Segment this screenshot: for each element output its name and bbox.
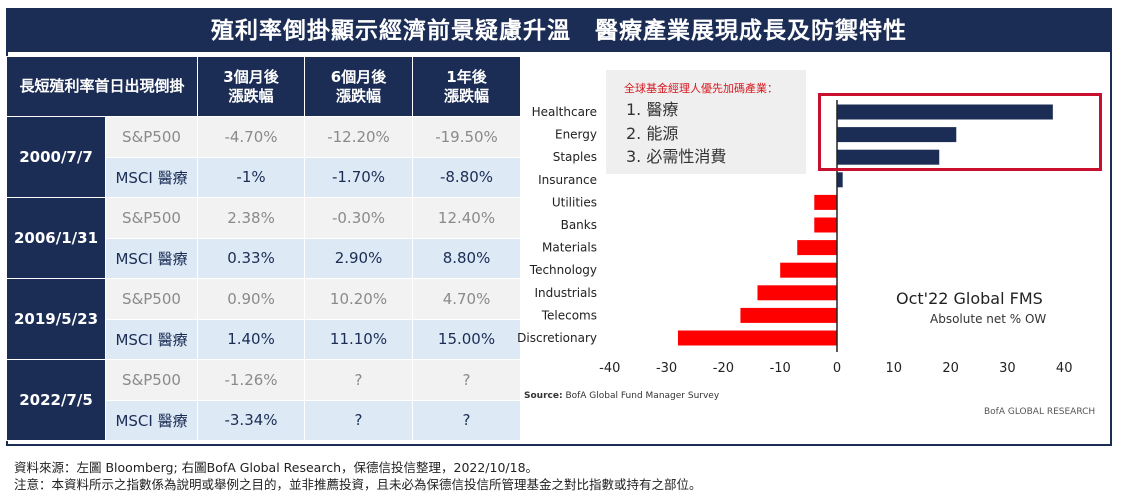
highlight-box <box>818 93 1102 171</box>
table-cell: 11.10% <box>304 318 414 360</box>
x-tick-label: 10 <box>886 361 903 376</box>
table-cell: -3.34% <box>197 399 306 441</box>
category-label: Technology <box>529 263 597 277</box>
table-row: MSCI 醫療 -1% -1.70% -8.80% <box>7 156 522 198</box>
bar-staples <box>837 149 940 165</box>
bar-energy <box>837 127 957 143</box>
table-header-2: 6個月後 漲跌幅 <box>304 56 414 117</box>
legend-item-3: 3. 必需性消費 <box>626 147 727 166</box>
table-cell: 2.38% <box>197 197 306 239</box>
brand-label: BofA GLOBAL RESEARCH <box>984 407 1096 417</box>
bar-banks <box>814 217 837 233</box>
table-cell: ? <box>412 359 522 401</box>
row-date: 2022/7/5 <box>6 359 106 441</box>
source-label: Source: <box>524 391 563 401</box>
category-label: Utilities <box>552 195 597 209</box>
table-cell: -1% <box>197 156 306 198</box>
legend-title: 全球基金經理人優先加碼產業： <box>624 82 778 95</box>
bar-materials <box>797 240 837 256</box>
table-cell: 0.33% <box>197 237 306 279</box>
chart-title: Oct'22 Global FMS <box>896 289 1043 308</box>
category-label: Materials <box>542 241 597 255</box>
x-tick-label: 20 <box>942 361 959 376</box>
table-cell: -4.70% <box>197 116 306 158</box>
table-cell: 1.40% <box>197 318 306 360</box>
table-row: 2022/7/5 S&P500 -1.26%?? <box>6 359 522 441</box>
table-row: MSCI 醫療 0.33% 2.90% 8.80% <box>7 237 522 279</box>
x-tick-label: 40 <box>1056 361 1073 376</box>
legend-item-2: 2. 能源 <box>626 124 679 143</box>
table-cell: -1.26% <box>197 359 306 401</box>
x-tick-label: -30 <box>656 361 677 376</box>
legend-item-1: 1. 醫療 <box>626 100 679 119</box>
table-cell: ? <box>412 399 522 441</box>
table-cell: ? <box>304 359 414 401</box>
category-label: Staples <box>553 150 597 164</box>
footer-source: 資料來源：左圖 Bloomberg; 右圖BofA Global Researc… <box>14 460 539 475</box>
row-date: 2000/7/7 <box>6 116 106 198</box>
x-tick-label: -40 <box>599 361 620 376</box>
table-cell: -1.70% <box>304 156 414 198</box>
category-label: Banks <box>561 218 597 232</box>
table-cell: 15.00% <box>412 318 522 360</box>
x-tick-label: 30 <box>999 361 1016 376</box>
table-cell: ? <box>304 399 414 441</box>
row-date: 2019/5/23 <box>6 278 106 360</box>
row-index-name: S&P500 <box>104 116 199 158</box>
row-index-name: S&P500 <box>104 359 199 401</box>
table-cell: 2.90% <box>304 237 414 279</box>
table-row: MSCI 醫療 1.40% 11.10% 15.00% <box>7 318 522 360</box>
category-label: Telecoms <box>541 308 597 322</box>
category-label: Discretionary <box>518 331 597 345</box>
source-text: BofA Global Fund Manager Survey <box>565 391 720 401</box>
bar-industrials <box>757 285 837 301</box>
table-row: MSCI 醫療 -3.34%?? <box>7 399 522 441</box>
category-label: Insurance <box>538 173 597 187</box>
x-tick-label: -20 <box>713 361 734 376</box>
bar-insurance <box>837 172 843 188</box>
table-row: 2000/7/7 S&P500 -4.70% -12.20% -19.50% <box>6 116 522 198</box>
bar-healthcare <box>837 104 1053 120</box>
table-cell: -19.50% <box>412 116 522 158</box>
table-header-3: 1年後 漲跌幅 <box>412 56 522 117</box>
row-index-name: MSCI 醫療 <box>104 399 199 441</box>
chart-subtitle: Absolute net % OW <box>930 312 1047 326</box>
chart-source: Source: BofA Global Fund Manager Survey <box>524 391 719 401</box>
category-label: Healthcare <box>532 105 597 119</box>
bar-utilities <box>814 194 837 210</box>
row-index-name: S&P500 <box>104 197 199 239</box>
row-index-name: MSCI 醫療 <box>104 318 199 360</box>
row-index-name: S&P500 <box>104 278 199 320</box>
page-title: 殖利率倒掛顯示經濟前景疑慮升溫 醫療產業展現成長及防禦特性 <box>8 10 1110 52</box>
table-cell: 10.20% <box>304 278 414 320</box>
row-index-name: MSCI 醫療 <box>104 237 199 279</box>
bar-discretionary <box>677 330 837 346</box>
table-cell: -12.20% <box>304 116 414 158</box>
fms-bar-chart: Healthcare Energy Staples Insurance Utilitie… <box>518 100 1073 376</box>
bar-telecoms <box>740 307 837 323</box>
table-header-1: 3個月後 漲跌幅 <box>197 56 306 117</box>
table-row: 2006/1/31 S&P500 2.38% -0.30% 12.40% <box>6 197 522 279</box>
table-cell: -8.80% <box>412 156 522 198</box>
table-header-0: 長短殖利率首日出現倒掛 <box>5 56 199 117</box>
table-row: 2019/5/23 S&P500 0.90% 10.20% 4.70% <box>6 278 522 360</box>
table-cell: 8.80% <box>412 237 522 279</box>
row-date: 2006/1/31 <box>6 197 106 279</box>
legend-box <box>606 70 806 174</box>
yield-inversion-table: 長短殖利率首日出現倒掛 3個月後 漲跌幅 6個月後 漲跌幅 1年後 漲跌幅 2000/7/7… <box>5 56 522 441</box>
footer-note: 注意：本資料所示之指數係為說明或舉例之目的，並非推薦投資，且未必為保德信投信所管… <box>14 477 702 492</box>
category-label: Industrials <box>534 286 597 300</box>
bar-technology <box>780 262 837 278</box>
table-cell: 12.40% <box>412 197 522 239</box>
table-cell: 0.90% <box>197 278 306 320</box>
row-index-name: MSCI 醫療 <box>104 156 199 198</box>
x-tick-label: -10 <box>770 361 791 376</box>
category-label: Energy <box>555 128 597 142</box>
table-cell: -0.30% <box>304 197 414 239</box>
x-tick-label: 0 <box>833 361 841 376</box>
table-cell: 4.70% <box>412 278 522 320</box>
